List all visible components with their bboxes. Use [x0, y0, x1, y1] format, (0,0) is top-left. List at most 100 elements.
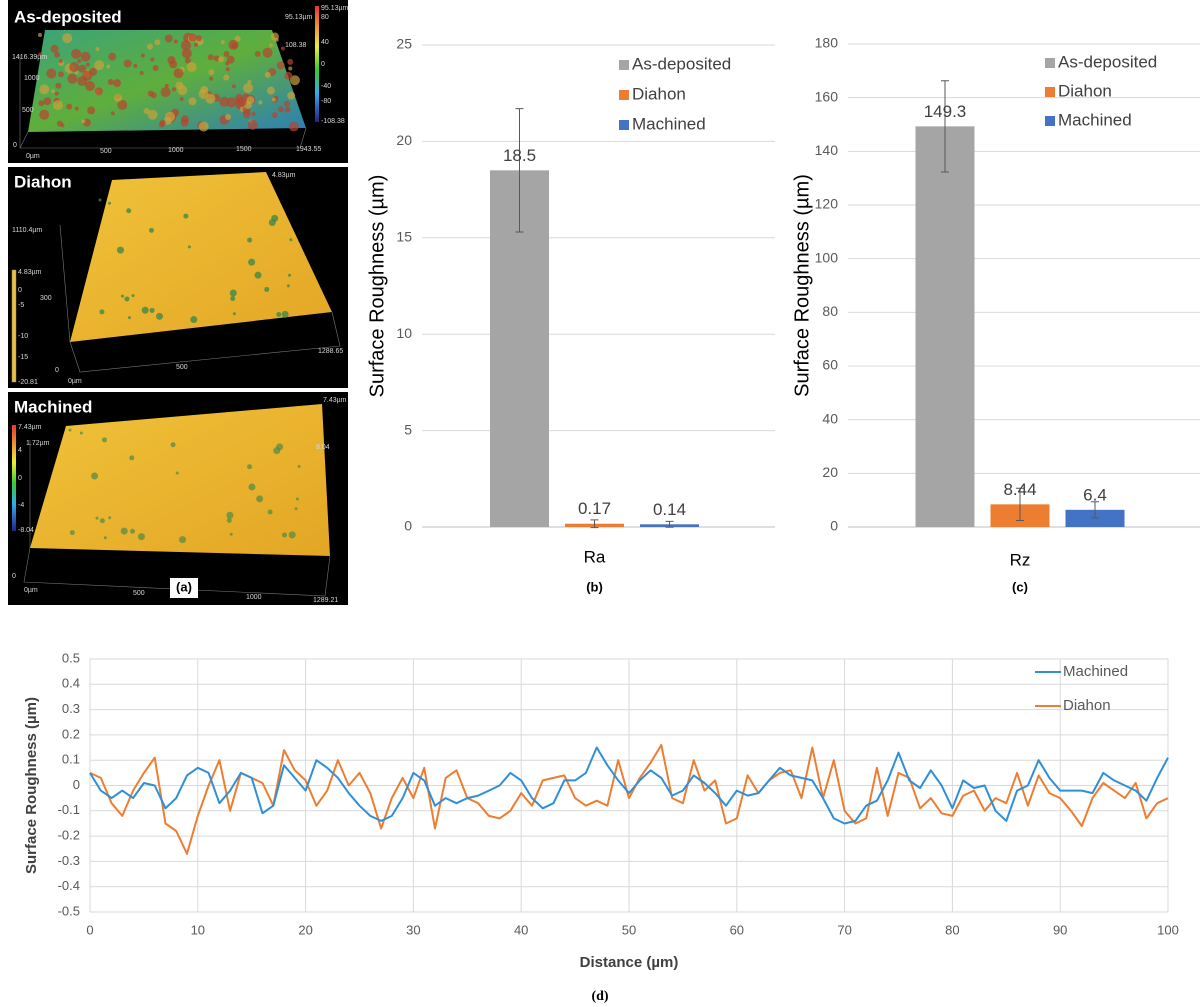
annotation: 0µm — [26, 153, 40, 160]
speckle — [297, 464, 301, 468]
speckle — [69, 62, 80, 73]
speckle — [220, 40, 225, 45]
speckle — [95, 516, 99, 520]
speckle — [271, 97, 276, 102]
y-tick-label: 25 — [396, 36, 412, 52]
annotation: 300 — [40, 295, 52, 302]
x-tick-label: 30 — [406, 922, 420, 937]
y-tick-label: 100 — [815, 249, 839, 265]
legend-label: Machined — [632, 114, 706, 133]
speckle — [276, 312, 282, 318]
speckle — [121, 294, 125, 298]
y-tick-label: 15 — [396, 229, 412, 245]
speckle — [150, 57, 155, 62]
speckle — [85, 62, 90, 67]
caption: (a) — [176, 579, 192, 594]
y-tick-label: 180 — [815, 35, 839, 51]
x-tick-label: 80 — [945, 922, 959, 937]
speckle — [187, 245, 191, 249]
speckle — [294, 507, 298, 511]
speckle — [94, 60, 105, 71]
speckle — [256, 495, 264, 503]
speckle — [264, 286, 270, 292]
annotation: -5 — [18, 302, 24, 309]
speckle — [226, 517, 232, 523]
speckle — [209, 76, 214, 81]
speckle — [289, 75, 300, 86]
speckle — [57, 71, 64, 78]
speckle — [99, 309, 105, 315]
speckle — [180, 40, 191, 51]
speckle — [281, 310, 289, 318]
annotation: -108.38 — [321, 118, 345, 125]
speckle — [282, 532, 288, 538]
speckle — [78, 64, 87, 73]
speckle — [219, 96, 230, 107]
speckle — [98, 198, 102, 202]
speckle — [273, 447, 281, 455]
legend-label: As-deposited — [632, 54, 731, 73]
speckle — [99, 518, 105, 524]
speckle — [106, 64, 111, 69]
y-tick-label: 120 — [815, 196, 839, 212]
annotation: -80 — [321, 98, 331, 105]
y-tick-label: 0.1 — [62, 752, 80, 767]
y-axis-label: Surface Roughness (µm) — [791, 174, 813, 397]
legend-label: Diahon — [1063, 697, 1111, 714]
speckle — [248, 258, 256, 266]
speckle — [164, 34, 173, 43]
speckle — [262, 47, 273, 58]
x-tick-label: Ra — [584, 547, 606, 566]
annotation: 0µm — [24, 587, 38, 594]
speckle — [154, 39, 161, 46]
y-tick-label: -0.5 — [58, 903, 80, 918]
legend-swatch — [1045, 116, 1055, 126]
speckle — [230, 296, 236, 302]
annotation: 7.43µm — [323, 397, 347, 404]
annotation: 108.38 — [285, 42, 307, 49]
speckle — [114, 93, 123, 102]
speckle — [103, 536, 107, 540]
error-bar — [1091, 501, 1099, 519]
speckle — [108, 52, 117, 61]
y-tick-label: 0.5 — [62, 650, 80, 665]
speckle — [243, 83, 254, 94]
speckle — [129, 455, 135, 461]
bar — [1065, 509, 1125, 527]
speckle — [110, 111, 115, 116]
speckle — [160, 87, 171, 98]
color-scale — [11, 269, 17, 383]
annotation: 0µm — [68, 378, 82, 385]
error-bar — [941, 80, 949, 173]
speckle — [81, 119, 86, 124]
annotation: 95.13µm — [285, 14, 313, 21]
speckle — [141, 306, 149, 314]
y-tick-label: 60 — [822, 357, 838, 373]
x-tick-label: 20 — [298, 922, 312, 937]
speckle — [234, 35, 241, 42]
speckle — [108, 516, 112, 520]
speckle — [208, 69, 215, 76]
speckle — [85, 80, 96, 91]
legend-label: Machined — [1063, 663, 1128, 680]
speckle — [175, 81, 184, 90]
annotation: 4 — [18, 447, 22, 454]
caption: (b) — [586, 579, 603, 594]
speckle — [137, 533, 145, 541]
legend-label: Diahon — [1058, 81, 1112, 100]
y-tick-label: -0.3 — [58, 853, 80, 868]
speckle — [87, 106, 96, 115]
speckle — [229, 532, 233, 536]
speckle — [169, 60, 178, 69]
speckle — [107, 201, 111, 205]
speckle — [124, 296, 130, 302]
speckle — [271, 112, 278, 119]
speckle — [101, 437, 107, 443]
speckle — [264, 71, 271, 78]
y-tick-label: 0 — [73, 777, 80, 792]
legend-swatch — [619, 60, 629, 70]
speckle — [43, 97, 52, 106]
color-scale — [315, 6, 319, 122]
speckle — [149, 307, 155, 313]
x-tick-label: 100 — [1157, 922, 1179, 937]
